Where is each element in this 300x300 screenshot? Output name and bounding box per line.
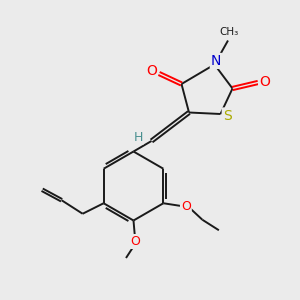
Text: O: O — [130, 235, 140, 248]
Text: O: O — [259, 76, 270, 89]
Text: S: S — [223, 109, 232, 122]
Text: N: N — [211, 54, 221, 68]
Text: H: H — [133, 131, 143, 144]
Text: O: O — [181, 200, 191, 213]
Text: O: O — [146, 64, 157, 78]
Text: CH₃: CH₃ — [220, 27, 239, 37]
